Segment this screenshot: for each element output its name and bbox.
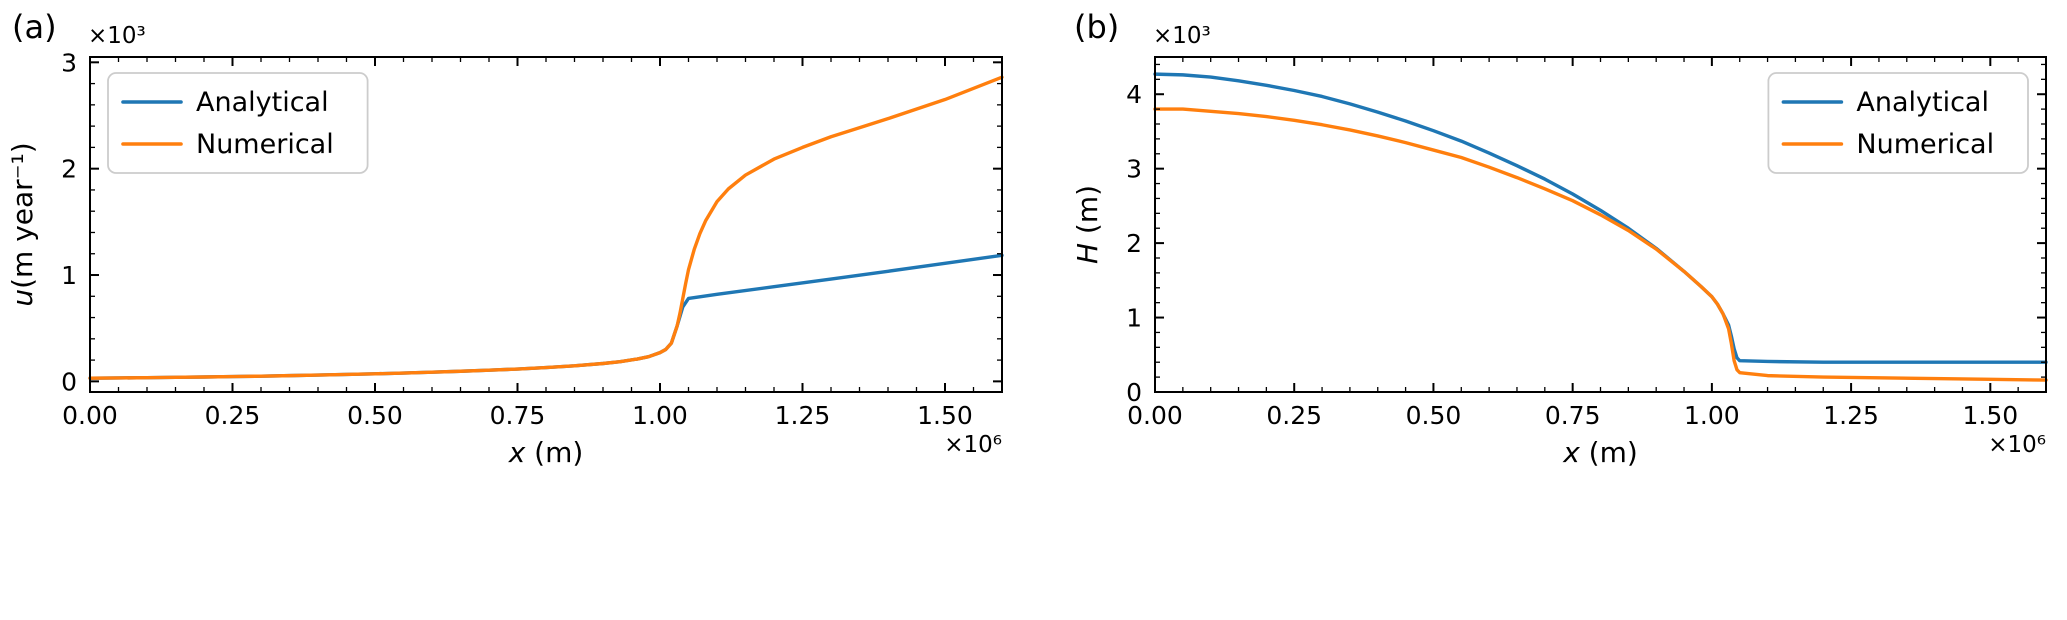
y-tick-label: 3 [1126,155,1142,184]
legend-label-analytical: Analytical [1856,87,1989,118]
x-tick-label: 0.00 [1127,401,1183,430]
x-tick-label: 1.25 [775,401,831,430]
y-axis-label: H (m) [1071,185,1104,264]
panel-a-label: (a) [12,8,57,46]
y-offset-text: ×10³ [1153,23,1211,49]
panel-a: 0.00 0.25 0.50 0.75 1.00 1.25 1.50 0 1 2 3 x (m) u(m… [6,23,1004,469]
panel-b: 0.00 0.25 0.50 0.75 1.00 1.25 1.50 0 1 2 3 4 x (m) H … [1071,23,2048,469]
y-tick-label: 1 [61,261,77,290]
x-tick-label: 1.00 [632,401,688,430]
legend-label-numerical: Numerical [1856,129,1994,160]
y-tick-label: 3 [61,48,77,77]
y-offset-text: ×10³ [88,23,146,49]
x-axis-label: x (m) [508,436,584,469]
x-axis-label: x (m) [1562,436,1638,469]
series-analytical-line [1153,72,2048,364]
major-ticks [89,57,1002,392]
x-offset-text: ×10⁶ [944,432,1002,458]
minor-ticks [90,57,1002,392]
x-tick-label: 0.50 [347,401,403,430]
legend-box [107,72,369,174]
legend: Analytical Numerical [1767,72,2029,174]
x-offset-text: ×10⁶ [1988,432,2046,458]
x-tick-label: 0.75 [1545,401,1601,430]
series-numerical-line [1153,107,2048,382]
legend-label-analytical: Analytical [196,87,329,118]
y-tick-label: 0 [1126,378,1142,407]
legend: Analytical Numerical [107,72,369,174]
y-tick-label: 4 [1126,80,1142,109]
major-ticks [1154,57,2046,393]
x-tick-label: 1.00 [1684,401,1740,430]
series-numerical-line [88,75,1004,380]
x-tick-label: 0.25 [1266,401,1322,430]
y-tick-label: 2 [1126,229,1142,258]
legend-label-numerical: Numerical [196,129,334,160]
minor-ticks [1155,57,2046,392]
x-tick-label: 0.00 [62,401,118,430]
x-tick-label: 0.25 [205,401,261,430]
panel-b-label: (b) [1074,8,1120,46]
y-tick-label: 2 [61,155,77,184]
x-tick-label: 0.75 [490,401,546,430]
x-tick-label: 1.25 [1823,401,1879,430]
y-tick-label: 0 [61,367,77,396]
x-tick-label: 1.50 [1962,401,2018,430]
y-tick-label: 1 [1126,304,1142,333]
legend-box [1767,72,2029,174]
series-analytical-line [88,253,1004,380]
y-axis-label: u(m year⁻¹) [6,142,39,306]
x-tick-label: 1.50 [917,401,973,430]
x-tick-label: 0.50 [1406,401,1462,430]
